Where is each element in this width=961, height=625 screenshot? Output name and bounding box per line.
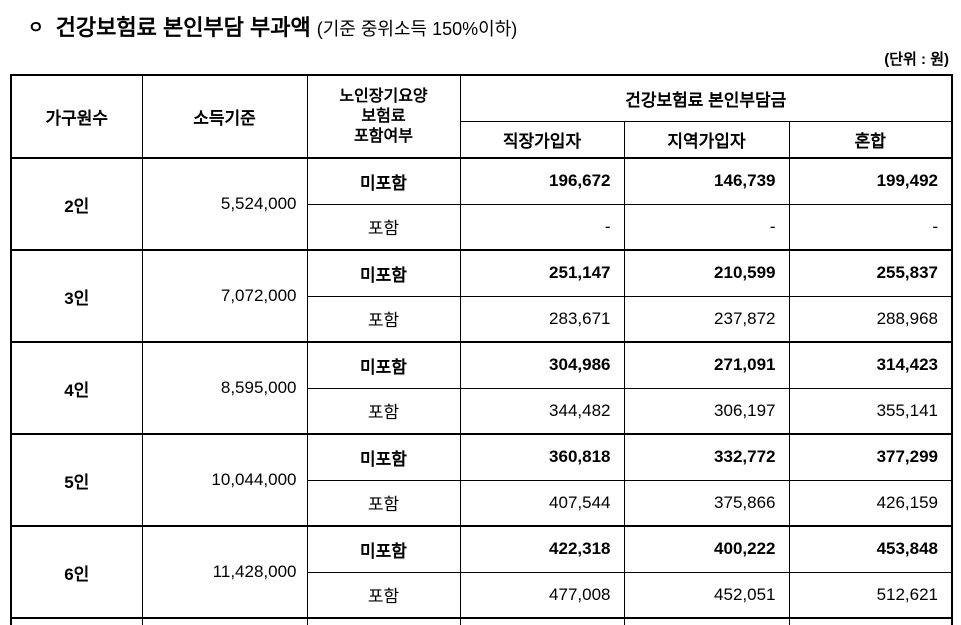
workplace-value-cell: -	[459, 203, 625, 251]
mixed-value-cell: 288,968	[788, 295, 953, 343]
empty-cell	[141, 617, 308, 625]
income-standard-cell: 11,428,000	[141, 525, 308, 619]
household-size-cell: 4인	[10, 341, 143, 435]
unit-note: (단위 : 원)	[884, 51, 949, 68]
empty-cell	[788, 617, 953, 625]
inclusion-status-cell: 미포함	[306, 525, 461, 573]
income-standard-cell: 8,595,000	[141, 341, 308, 435]
workplace-value-cell: 283,671	[459, 295, 625, 343]
regional-value-cell: 375,866	[623, 479, 790, 527]
mixed-value-cell: 255,837	[788, 249, 953, 297]
empty-cell	[623, 617, 790, 625]
header-mixed: 혼합	[788, 120, 953, 159]
empty-cell	[10, 617, 143, 625]
regional-value-cell: 452,051	[623, 571, 790, 619]
inclusion-status-cell: 미포함	[306, 249, 461, 297]
inclusion-status-cell: 미포함	[306, 341, 461, 389]
table-row: 3인 7,072,000 미포함 251,147 210,599 255,837	[10, 249, 953, 343]
header-income: 소득기준	[141, 74, 308, 159]
inclusion-status-cell: 미포함	[306, 433, 461, 481]
title-subtext: (기준 중위소득 150%이하)	[316, 19, 518, 39]
mixed-value-cell: 512,621	[788, 571, 953, 619]
regional-value-cell: -	[623, 203, 790, 251]
header-ltc-line1: 노인장기요양	[339, 87, 428, 105]
title-text: 건강보험료 본인부담 부과액	[55, 15, 311, 40]
workplace-value-cell: 344,482	[459, 387, 625, 435]
regional-value-cell: 210,599	[623, 249, 790, 297]
workplace-value-cell: 360,818	[459, 433, 625, 481]
regional-value-cell: 271,091	[623, 341, 790, 389]
table-header: 가구원수 소득기준 노인장기요양 보험료 포함여부 건강보험료 본인부담금 직장…	[10, 74, 953, 159]
regional-value-cell: 146,739	[623, 157, 790, 205]
header-ltc-line2: 보험료	[361, 107, 406, 125]
header-premium-group: 건강보험료 본인부담금	[459, 74, 953, 122]
regional-value-cell: 332,772	[623, 433, 790, 481]
income-standard-cell: 5,524,000	[141, 157, 308, 251]
workplace-value-cell: 304,986	[459, 341, 625, 389]
household-size-cell: 3인	[10, 249, 143, 343]
mixed-value-cell: 314,423	[788, 341, 953, 389]
regional-value-cell: 237,872	[623, 295, 790, 343]
income-standard-cell: 10,044,000	[141, 433, 308, 527]
household-size-cell: 5인	[10, 433, 143, 527]
table-row: 포함 344,482 306,197 355,141	[11, 387, 953, 435]
title-bullet-icon: ㅇ	[28, 18, 44, 37]
inclusion-status-cell: 포함	[306, 479, 461, 527]
workplace-value-cell: 196,672	[459, 157, 625, 205]
mixed-value-cell: 377,299	[788, 433, 953, 481]
inclusion-status-cell: 포함	[306, 203, 461, 251]
header-household: 가구원수	[10, 74, 143, 159]
inclusion-status-cell: 포함	[306, 571, 461, 619]
table-row: 2인 5,524,000 미포함 196,672 146,739 199,492	[10, 157, 953, 251]
table-row: 포함 407,544 375,866 426,159	[11, 479, 953, 527]
regional-value-cell: 306,197	[623, 387, 790, 435]
mixed-value-cell: 453,848	[788, 525, 953, 573]
header-ltc-line3: 포함여부	[354, 127, 413, 145]
inclusion-status-cell: 포함	[306, 387, 461, 435]
workplace-value-cell: 422,318	[459, 525, 625, 573]
page-title: ㅇ 건강보험료 본인부담 부과액 (기준 중위소득 150%이하)	[28, 10, 951, 42]
household-size-cell: 2인	[10, 157, 143, 251]
table-row-partial	[10, 617, 953, 625]
empty-cell	[459, 617, 625, 625]
workplace-value-cell: 251,147	[459, 249, 625, 297]
regional-value-cell: 400,222	[623, 525, 790, 573]
workplace-value-cell: 407,544	[459, 479, 625, 527]
header-row-2: 직장가입자 지역가입자 혼합	[11, 120, 953, 159]
table-row: 포함 477,008 452,051 512,621	[11, 571, 953, 619]
mixed-value-cell: -	[788, 203, 953, 251]
table-row: 4인 8,595,000 미포함 304,986 271,091 314,423	[10, 341, 953, 435]
empty-cell	[306, 617, 461, 625]
header-ltc-inclusion: 노인장기요양 보험료 포함여부	[306, 74, 461, 159]
table-row: 6인 11,428,000 미포함 422,318 400,222 453,848	[10, 525, 953, 619]
household-size-cell: 6인	[10, 525, 143, 619]
mixed-value-cell: 199,492	[788, 157, 953, 205]
inclusion-status-cell: 포함	[306, 295, 461, 343]
income-standard-cell: 7,072,000	[141, 249, 308, 343]
workplace-value-cell: 477,008	[459, 571, 625, 619]
mixed-value-cell: 355,141	[788, 387, 953, 435]
table-row: 5인 10,044,000 미포함 360,818 332,772 377,299	[10, 433, 953, 527]
table-body: 2인 5,524,000 미포함 196,672 146,739 199,492 포함 - - -…	[10, 157, 953, 625]
header-row-1: 가구원수 소득기준 노인장기요양 보험료 포함여부 건강보험료 본인부담금	[10, 74, 953, 159]
mixed-value-cell: 426,159	[788, 479, 953, 527]
table-row: 포함 - - -	[11, 203, 953, 251]
header-workplace-subscriber: 직장가입자	[459, 120, 625, 159]
header-regional-subscriber: 지역가입자	[623, 120, 790, 159]
premium-table: 가구원수 소득기준 노인장기요양 보험료 포함여부 건강보험료 본인부담금 직장…	[10, 74, 954, 625]
inclusion-status-cell: 미포함	[306, 157, 461, 205]
